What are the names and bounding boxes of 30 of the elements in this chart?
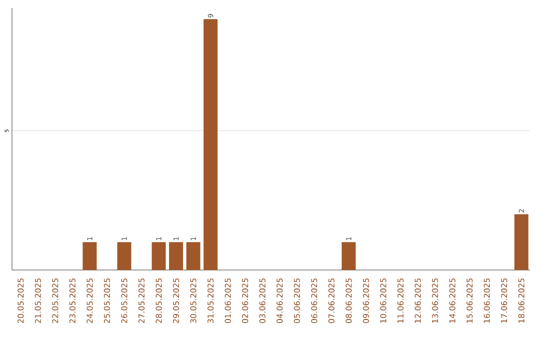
x-tick-label: 02.06.2025	[242, 278, 248, 324]
x-tick-label: 21.05.2025	[34, 278, 41, 324]
x-tick-label: 08.06.2025	[346, 278, 352, 324]
x-tick-label: 20.05.2025	[18, 278, 24, 324]
x-tick-label: 16.06.2025	[484, 278, 490, 323]
x-tick-label: 17.06.2025	[501, 278, 508, 323]
x-tick-label: 26.05.2025	[121, 278, 128, 324]
x-tick-label: 15.06.2025	[466, 278, 473, 323]
x-tick-label: 30.05.2025	[190, 278, 196, 323]
x-tick-label: 05.06.2025	[294, 278, 300, 324]
x-tick-label: 01.06.2025	[224, 278, 231, 324]
x-tick-label: 22.05.2025	[52, 278, 58, 324]
x-tick-label: 13.06.2025	[432, 278, 438, 323]
x-tick-label: 28.05.2025	[156, 278, 162, 324]
x-tick-label: 27.05.2025	[138, 278, 145, 324]
x-tick-label: 03.06.2025	[259, 278, 266, 324]
x-tick-label: 09.06.2025	[362, 278, 369, 324]
x-tick-label: 31.05.2025	[208, 278, 214, 323]
x-tick-label: 25.05.2025	[104, 278, 110, 324]
x-tick-label: 24.05.2025	[86, 278, 93, 324]
x-tick-label: 18.06.2025	[518, 278, 524, 323]
x-tick-label: 07.06.2025	[328, 278, 334, 324]
x-tick-label: 04.06.2025	[276, 278, 283, 324]
x-tick-label: 23.05.2025	[69, 278, 76, 324]
x-tick-label: 12.06.2025	[414, 278, 421, 323]
x-tick-label: 14.06.2025	[449, 278, 456, 323]
x-tick-label: 11.06.2025	[397, 278, 404, 323]
x-tick-label: 29.05.2025	[173, 278, 180, 324]
x-tick-label: 10.06.2025	[380, 278, 386, 323]
x-tick-label: 06.06.2025	[311, 278, 318, 324]
